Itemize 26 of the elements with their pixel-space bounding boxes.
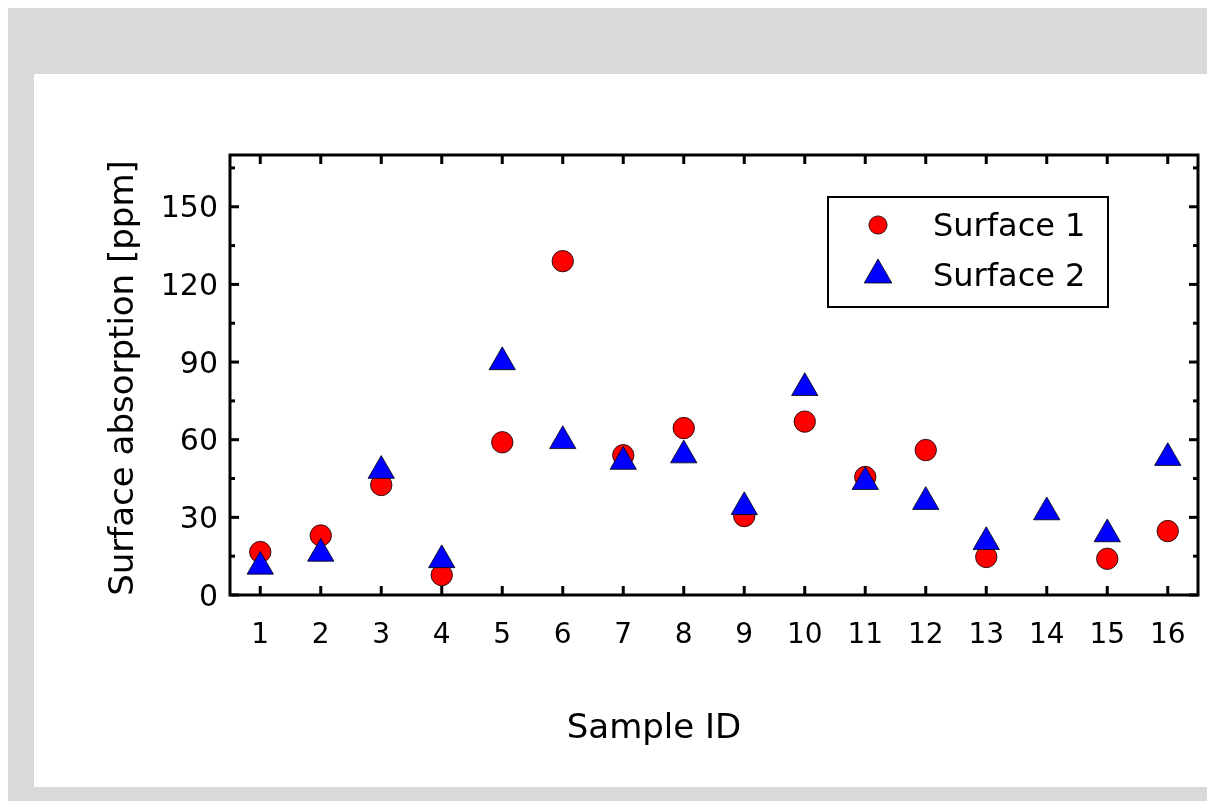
x-tick-label: 10 — [786, 617, 823, 650]
x-tick-label: 12 — [907, 617, 944, 650]
x-tick-label: 7 — [614, 617, 633, 650]
y-tick-label: 30 — [179, 499, 218, 535]
x-tick-label: 2 — [311, 617, 330, 650]
x-tick-label: 13 — [968, 617, 1005, 650]
x-tick-label: 1 — [251, 617, 270, 650]
x-tick-label: 11 — [847, 617, 884, 650]
y-tick-label: 150 — [160, 189, 218, 225]
x-tick-label: 16 — [1149, 617, 1186, 650]
y-axis-title: Surface absorption [ppm] — [101, 160, 141, 596]
x-tick-label: 4 — [432, 617, 451, 650]
x-tick-label: 15 — [1089, 617, 1126, 650]
x-tick-label: 3 — [372, 617, 391, 650]
y-tick-label: 120 — [160, 266, 218, 302]
y-tick-label: 0 — [198, 577, 218, 613]
x-tick-label: 8 — [674, 617, 693, 650]
x-axis-title: Sample ID — [566, 706, 742, 746]
x-tick-label: 5 — [493, 617, 512, 650]
x-tick-label: 14 — [1028, 617, 1065, 650]
x-tick-label: 9 — [735, 617, 754, 650]
x-tick-label: 6 — [553, 617, 572, 650]
legend-label: Surface 2 — [933, 256, 1086, 295]
legend-label: Surface 1 — [933, 206, 1086, 245]
y-tick-label: 60 — [179, 422, 218, 458]
y-tick-label: 90 — [179, 344, 218, 380]
